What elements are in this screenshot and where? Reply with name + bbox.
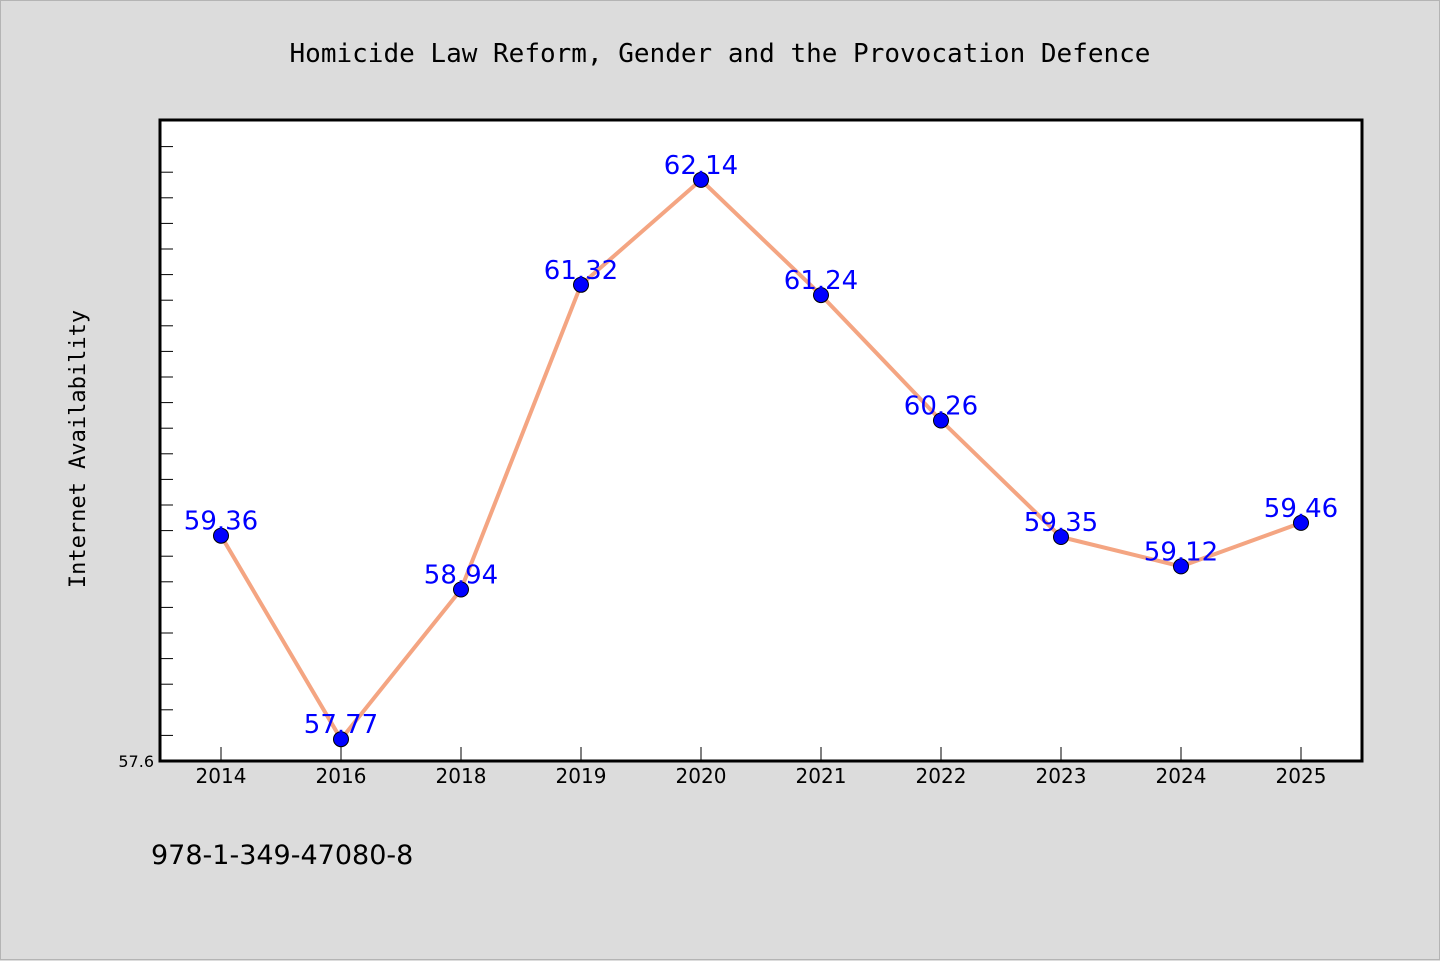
- data-point: [1053, 529, 1069, 545]
- chart-title: Homicide Law Reform, Gender and the Prov…: [290, 39, 1151, 69]
- y-axis-label: Internet Availability: [66, 310, 91, 588]
- data-label: 61.24: [784, 266, 858, 296]
- data-point: [453, 581, 469, 598]
- x-tick-label: 2021: [796, 764, 847, 788]
- data-label: 62.14: [664, 151, 738, 181]
- data-markers: [213, 171, 1309, 748]
- data-label: 59.35: [1024, 508, 1098, 538]
- data-label: 59.12: [1144, 537, 1218, 567]
- data-labels: 59.36 57.77 58.94 61.32 62.14 61.24 60.26 59.35…: [184, 151, 1338, 740]
- x-tick-label: 2020: [676, 764, 727, 788]
- y-minor-ticks: [161, 146, 173, 736]
- data-label: 60.26: [904, 392, 978, 422]
- data-label: 59.36: [184, 507, 258, 537]
- data-point: [813, 287, 829, 304]
- x-tick-label: 2018: [436, 764, 487, 788]
- data-point: [693, 171, 709, 188]
- isbn-footer: 978-1-349-47080-8: [151, 840, 413, 871]
- data-point: [1293, 514, 1309, 531]
- x-tick-label: 2016: [316, 764, 367, 788]
- plot-area: [158, 118, 1364, 763]
- y-axis-tick-labels: 57.6: [118, 752, 154, 771]
- data-label: 61.32: [544, 256, 618, 286]
- x-axis-ticks: 2014 2016 2018 2019 2020 2021 2022 2023 2024 2025: [196, 747, 1327, 788]
- data-label: 57.77: [304, 710, 378, 740]
- data-point: [933, 412, 949, 429]
- x-tick-label: 2022: [916, 764, 967, 788]
- x-tick-label: 2014: [196, 764, 247, 788]
- x-tick-label: 2023: [1036, 764, 1087, 788]
- series-line: [219, 177, 1302, 742]
- data-point: [333, 731, 349, 748]
- data-point: [1173, 558, 1189, 575]
- data-label: 58.94: [424, 561, 498, 591]
- y-tick-label: 57.6: [118, 752, 154, 771]
- data-point: [573, 276, 589, 293]
- x-tick-label: 2025: [1276, 764, 1327, 788]
- x-tick-label: 2024: [1156, 764, 1207, 788]
- x-tick-label: 2019: [556, 764, 607, 788]
- data-point: [213, 527, 229, 544]
- data-label: 59.46: [1264, 494, 1338, 524]
